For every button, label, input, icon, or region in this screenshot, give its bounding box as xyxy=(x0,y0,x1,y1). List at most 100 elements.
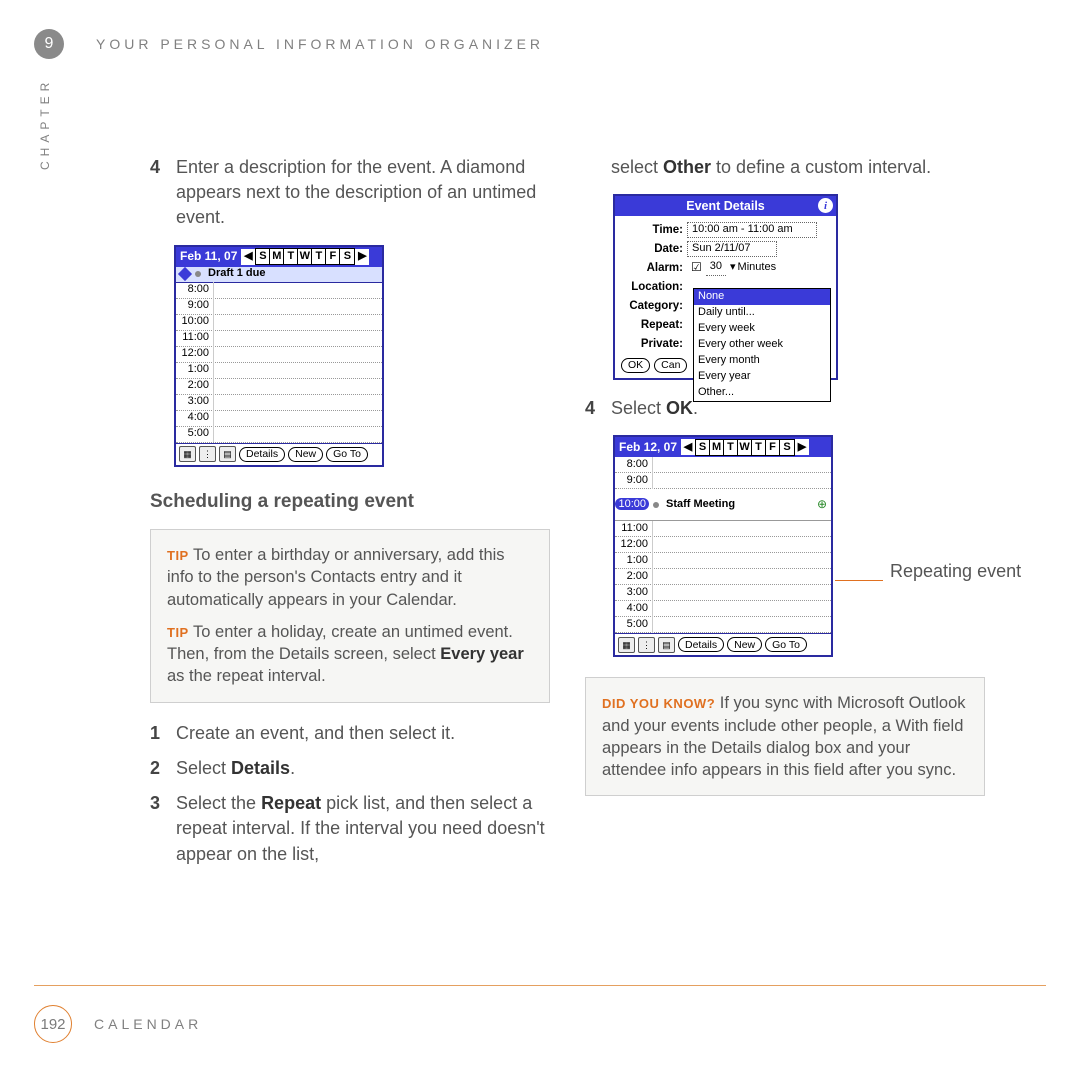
page-header: YOUR PERSONAL INFORMATION ORGANIZER xyxy=(96,36,544,52)
day-cell[interactable]: S xyxy=(780,440,794,455)
hour-row[interactable]: 5:00 xyxy=(615,617,831,633)
dialog-title-text: Event Details xyxy=(686,199,765,213)
step-bold: Repeat xyxy=(261,793,321,813)
untimed-event-text: Draft 1 due xyxy=(204,266,382,281)
hour-label: 3:00 xyxy=(176,394,214,409)
step-text: Select Details. xyxy=(176,756,550,781)
palm-toolbar: ▦ ⋮ ▤ Details New Go To xyxy=(176,443,382,465)
prev-arrow-icon[interactable]: ◀ xyxy=(241,249,255,265)
dropdown-option[interactable]: Every year xyxy=(694,369,830,385)
dropdown-option[interactable]: Every other week xyxy=(694,337,830,353)
dyk-label: DID YOU KNOW? xyxy=(602,696,715,711)
hour-row[interactable]: 3:00 xyxy=(615,585,831,601)
view-month-icon[interactable]: ▤ xyxy=(219,446,236,462)
dropdown-option[interactable]: Daily until... xyxy=(694,305,830,321)
dropdown-arrow-icon[interactable]: ▾ xyxy=(730,260,736,275)
day-cell[interactable]: S xyxy=(696,440,710,455)
day-cell[interactable]: S xyxy=(256,249,270,264)
event-time: 10:00 xyxy=(615,497,653,512)
day-selector[interactable]: S M T W T F S xyxy=(255,248,355,265)
next-arrow-icon[interactable]: ▶ xyxy=(355,249,369,265)
hour-row[interactable]: 1:00 xyxy=(176,363,382,379)
hour-label: 12:00 xyxy=(615,537,653,552)
hour-row[interactable]: 4:00 xyxy=(615,601,831,617)
hour-row[interactable]: 3:00 xyxy=(176,395,382,411)
step-number: 1 xyxy=(150,721,176,746)
dropdown-option[interactable]: Every week xyxy=(694,321,830,337)
event-row-staff-meeting[interactable]: 10:00 Staff Meeting ⊕ xyxy=(615,489,831,521)
tip-bold: Every year xyxy=(440,645,524,663)
hour-row[interactable]: 4:00 xyxy=(176,411,382,427)
goto-button[interactable]: Go To xyxy=(326,447,368,462)
alarm-value[interactable]: 30 xyxy=(706,259,726,275)
hour-row[interactable]: 9:00 xyxy=(176,299,382,315)
info-icon[interactable]: i xyxy=(818,198,833,213)
calendar-screenshot-2: Feb 12, 07 ◀ S M T W T F S ▶ 8:00 9:00 1… xyxy=(613,435,833,657)
field-label: Date: xyxy=(621,241,687,257)
details-button[interactable]: Details xyxy=(239,447,285,462)
cancel-button[interactable]: Can xyxy=(654,358,687,373)
alarm-checkbox[interactable]: ☑ xyxy=(691,259,702,276)
step-number: 4 xyxy=(585,396,611,421)
day-cell[interactable]: T xyxy=(312,249,326,264)
hour-row[interactable]: 1:00 xyxy=(615,553,831,569)
section-heading: Scheduling a repeating event xyxy=(150,489,550,516)
untimed-event-row[interactable]: Draft 1 due xyxy=(176,267,382,283)
hour-row[interactable]: 2:00 xyxy=(176,379,382,395)
hour-label: 4:00 xyxy=(615,601,653,616)
hour-row[interactable]: 12:00 xyxy=(615,537,831,553)
day-cell[interactable]: T xyxy=(284,249,298,264)
day-cell[interactable]: W xyxy=(298,249,312,264)
callout-text: Repeating event xyxy=(890,560,1021,583)
repeat-indicator-icon: ⊕ xyxy=(817,496,827,513)
day-selector[interactable]: S M T W T F S xyxy=(695,439,795,456)
goto-button[interactable]: Go To xyxy=(765,637,807,652)
dropdown-option[interactable]: Other... xyxy=(694,385,830,401)
time-value[interactable]: 10:00 am - 11:00 am xyxy=(687,222,817,238)
day-cell[interactable]: F xyxy=(326,249,340,264)
new-button[interactable]: New xyxy=(727,637,762,652)
hour-row[interactable]: 8:00 xyxy=(615,457,831,473)
hour-row[interactable]: 10:00 xyxy=(176,315,382,331)
view-day-icon[interactable]: ▦ xyxy=(179,446,196,462)
day-cell[interactable]: W xyxy=(738,440,752,455)
day-cell[interactable]: S xyxy=(340,249,354,264)
dialog-row-date: Date: Sun 2/11/07 xyxy=(621,239,830,258)
details-button[interactable]: Details xyxy=(678,637,724,652)
hour-row[interactable]: 9:00 xyxy=(615,473,831,489)
hour-row[interactable]: 11:00 xyxy=(176,331,382,347)
hour-label: 2:00 xyxy=(176,378,214,393)
new-button[interactable]: New xyxy=(288,447,323,462)
day-cell[interactable]: F xyxy=(766,440,780,455)
day-cell[interactable]: T xyxy=(752,440,766,455)
hour-row[interactable]: 8:00 xyxy=(176,283,382,299)
view-day-icon[interactable]: ▦ xyxy=(618,637,635,653)
field-label: Category: xyxy=(621,298,687,314)
footer-rule xyxy=(34,985,1046,986)
dialog-title: Event Details i xyxy=(615,196,836,216)
next-arrow-icon[interactable]: ▶ xyxy=(795,439,809,455)
day-cell[interactable]: M xyxy=(710,440,724,455)
dropdown-option[interactable]: Every month xyxy=(694,353,830,369)
hour-label: 1:00 xyxy=(176,362,214,377)
repeat-dropdown[interactable]: None Daily until... Every week Every oth… xyxy=(693,288,831,402)
hour-row[interactable]: 11:00 xyxy=(615,521,831,537)
step-number: 3 xyxy=(150,791,176,867)
palm-date: Feb 12, 07 xyxy=(615,439,681,456)
date-value[interactable]: Sun 2/11/07 xyxy=(687,241,777,257)
hour-row[interactable]: 5:00 xyxy=(176,427,382,443)
hour-row[interactable]: 12:00 xyxy=(176,347,382,363)
dropdown-option[interactable]: None xyxy=(694,289,830,305)
hour-row[interactable]: 2:00 xyxy=(615,569,831,585)
view-week-icon[interactable]: ⋮ xyxy=(199,446,216,462)
prev-arrow-icon[interactable]: ◀ xyxy=(681,439,695,455)
chapter-badge: 9 xyxy=(34,29,64,59)
view-week-icon[interactable]: ⋮ xyxy=(638,637,655,653)
day-cell[interactable]: M xyxy=(270,249,284,264)
view-month-icon[interactable]: ▤ xyxy=(658,637,675,653)
ok-button[interactable]: OK xyxy=(621,358,650,373)
step-4-left: 4 Enter a description for the event. A d… xyxy=(150,155,550,231)
step-bold: Details xyxy=(231,758,290,778)
day-cell[interactable]: T xyxy=(724,440,738,455)
step-text: select Other to define a custom interval… xyxy=(611,155,985,180)
